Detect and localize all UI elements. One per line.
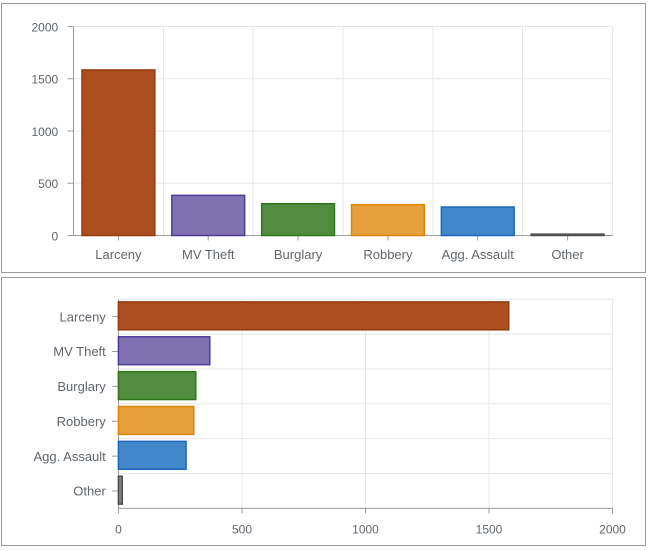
svg-text:500: 500 <box>232 522 252 536</box>
svg-text:Other: Other <box>551 247 584 262</box>
svg-text:Robbery: Robbery <box>363 247 413 262</box>
svg-text:500: 500 <box>38 177 58 191</box>
svg-text:1500: 1500 <box>31 73 58 87</box>
svg-text:1000: 1000 <box>31 125 58 139</box>
svg-text:Robbery: Robbery <box>57 414 107 429</box>
svg-text:Other: Other <box>73 484 106 499</box>
svg-text:2000: 2000 <box>31 20 58 34</box>
svg-text:Larceny: Larceny <box>95 247 142 262</box>
svg-text:MV Theft: MV Theft <box>182 247 235 262</box>
svg-text:Burglary: Burglary <box>274 247 323 262</box>
svg-text:Larceny: Larceny <box>60 309 107 324</box>
svg-text:Burglary: Burglary <box>57 379 106 394</box>
svg-text:1500: 1500 <box>476 522 503 536</box>
svg-text:0: 0 <box>115 522 122 536</box>
svg-text:2000: 2000 <box>599 522 626 536</box>
svg-text:0: 0 <box>52 229 59 243</box>
svg-text:MV Theft: MV Theft <box>53 344 106 359</box>
svg-text:Agg. Assault: Agg. Assault <box>442 247 515 262</box>
svg-text:Agg. Assault: Agg. Assault <box>34 449 107 464</box>
svg-text:1000: 1000 <box>352 522 379 536</box>
